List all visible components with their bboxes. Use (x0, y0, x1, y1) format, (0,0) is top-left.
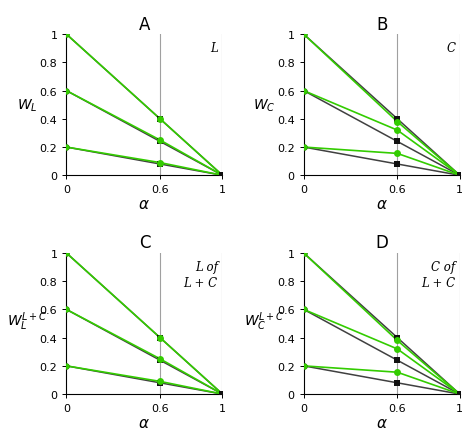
Title: A: A (139, 15, 150, 33)
X-axis label: $\alpha$: $\alpha$ (376, 196, 388, 211)
Title: B: B (376, 15, 387, 33)
Text: L of
L + C: L of L + C (183, 261, 218, 290)
X-axis label: $\alpha$: $\alpha$ (138, 415, 150, 430)
Y-axis label: $W_C^{L+C}$: $W_C^{L+C}$ (244, 310, 285, 332)
Title: C: C (139, 234, 150, 252)
X-axis label: $\alpha$: $\alpha$ (376, 415, 388, 430)
Y-axis label: $W_C$: $W_C$ (254, 98, 276, 114)
Y-axis label: $W_L$: $W_L$ (17, 98, 37, 114)
Y-axis label: $W_L^{L+C}$: $W_L^{L+C}$ (7, 310, 48, 332)
Text: C: C (446, 42, 455, 55)
Title: D: D (375, 234, 388, 252)
Text: L: L (210, 42, 218, 55)
X-axis label: $\alpha$: $\alpha$ (138, 196, 150, 211)
Text: C of
L + C: C of L + C (421, 261, 455, 290)
